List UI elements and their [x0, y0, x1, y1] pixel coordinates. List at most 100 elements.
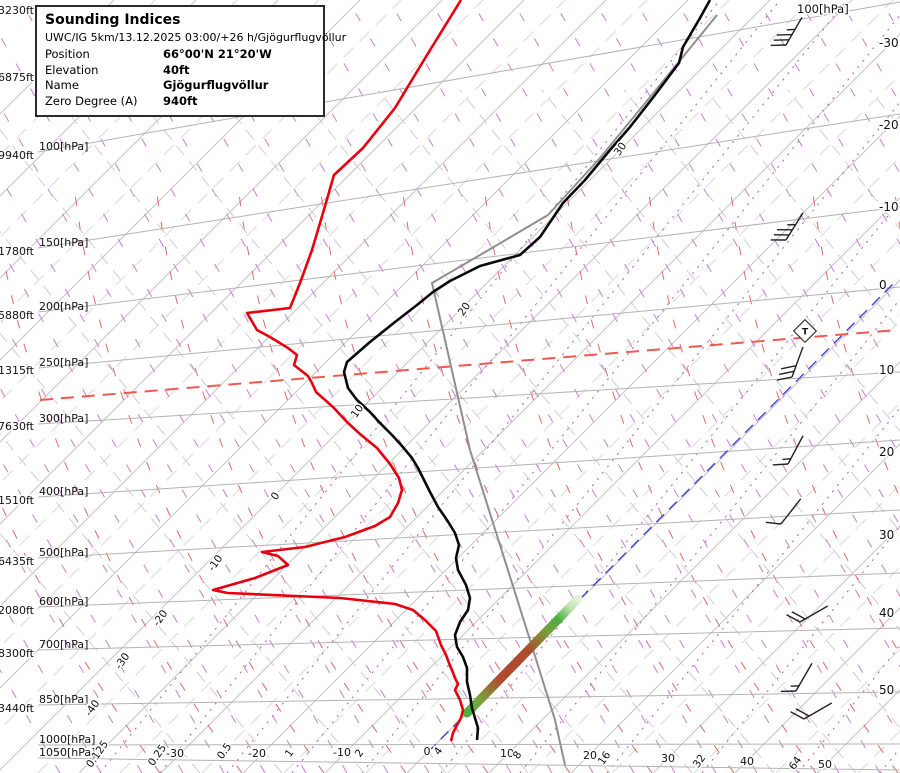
wind-barb-feather [776, 33, 793, 36]
isotherm-line [0, 0, 279, 279]
dry-adiabat-line [237, 184, 489, 773]
mixing-ratio-line [440, 199, 900, 773]
isobar-line [37, 743, 900, 746]
pressure-label: 1000[hPa] [39, 733, 95, 746]
dry-adiabat-line [483, 184, 735, 773]
wind-barb [772, 435, 804, 466]
bottom-temp-label: 50 [818, 758, 832, 771]
isotherm-line [0, 0, 771, 771]
moist-adiabat-line [213, 89, 775, 773]
moist-adiabat-line [541, 89, 900, 533]
mixing-ratio-label: 16 [596, 749, 614, 767]
wind-barb-half-feather [790, 685, 800, 687]
wind-barb [770, 212, 804, 241]
altitude-ft-label: 31315ft [0, 364, 35, 377]
isobar-line [37, 1, 900, 153]
right-temp-label: 50 [879, 683, 894, 697]
moist-adiabat-line [869, 89, 900, 129]
bottom-temp-label: 30 [661, 752, 675, 765]
magenta-adiabat-line [142, 0, 594, 773]
moist-adiabat-line [49, 89, 611, 773]
isotherm-line [0, 0, 607, 607]
adiabat-temp-label: -20 [151, 608, 171, 629]
dry-adiabat-line [0, 236, 243, 773]
magenta-adiabat-line [0, 528, 143, 773]
wind-barb-feather [790, 711, 805, 720]
half-isotherm-line [119, 0, 894, 773]
magenta-adiabat-line [265, 0, 717, 773]
pressure-label: 200[hPa] [39, 300, 88, 313]
wind-barb-feather [772, 463, 789, 466]
half-isotherm-line [0, 0, 566, 566]
bottom-temp-label: 20 [583, 749, 597, 762]
info-panel-title: Sounding Indices [45, 12, 181, 28]
altitude-ft-label: 3440ft [0, 702, 35, 715]
magenta-adiabat-line [0, 35, 430, 773]
right-temp-label: -20 [879, 118, 899, 132]
magenta-adiabat-line [470, 0, 900, 738]
moist-adiabat-line [0, 433, 283, 773]
half-isotherm-line [775, 648, 900, 773]
pressure-label: 500[hPa] [39, 546, 88, 559]
half-isotherm-line [857, 730, 900, 773]
magenta-adiabat-line [634, 0, 900, 457]
right-temp-label: -30 [879, 36, 899, 50]
info-row-elevation: Elevation 40ft [45, 63, 315, 79]
altitude-ft-label: 27630ft [0, 420, 35, 433]
bottom-temp-label: -10 [333, 746, 351, 759]
wind-barb-feather [765, 521, 782, 525]
half-isotherm-line [0, 0, 156, 156]
wind-barb-feather [778, 370, 795, 376]
wind-barb [765, 498, 802, 525]
mixing-ratio-label: 1 [283, 747, 297, 759]
cape-energy-segment [462, 594, 583, 718]
magenta-adiabat-line [388, 0, 840, 773]
half-isotherm-line [283, 156, 900, 773]
isotherm-line [242, 115, 900, 773]
right-temp-label: -10 [879, 200, 899, 214]
wind-barb-feather [786, 614, 801, 623]
magenta-adiabat-line [347, 0, 799, 773]
magenta-adiabat-line [0, 598, 102, 773]
magenta-adiabat-line [306, 0, 758, 773]
wind-barb-feather [780, 690, 797, 693]
isobar-line [37, 113, 900, 249]
mixing-ratio-label: 4 [432, 745, 446, 758]
pressure-label: 100[hPa] [39, 140, 88, 153]
dry-adiabat-line [893, 184, 900, 231]
pressure-label: 1050[hPa] [39, 746, 95, 759]
wind-barb [780, 662, 813, 693]
wind-barb-half-feather [782, 458, 791, 461]
dry-adiabat-line [73, 184, 325, 773]
magenta-adiabat-line [183, 0, 635, 773]
pressure-label: 250[hPa] [39, 356, 88, 369]
mixing-ratio-line [519, 298, 900, 773]
bottom-temp-label: 0 [424, 745, 431, 758]
right-temp-label: 20 [879, 445, 894, 459]
adiabat-temp-label: 0 [269, 490, 283, 502]
dry-adiabat-line [0, 501, 161, 773]
info-value: 40ft [163, 62, 190, 77]
isobar-line [37, 286, 900, 369]
wind-barb-staff [787, 435, 804, 465]
wind-barb-feather [777, 229, 793, 231]
half-isotherm-line [693, 566, 900, 773]
dewpoint-curve [211, 0, 465, 742]
right-temp-label: 30 [879, 528, 894, 542]
mixing-ratio-label: 0.5 [215, 741, 234, 762]
wind-barb-staff [795, 662, 813, 692]
isotherm-line [0, 0, 361, 361]
magenta-adiabat-line [60, 0, 512, 773]
sounding-info-panel: Sounding Indices UWC/IG 5km/13.12.2025 0… [35, 5, 346, 117]
standard-atmosphere-line [430, 14, 718, 766]
isobar-line [37, 371, 900, 425]
altitude-ft-label: 16435ft [0, 555, 35, 568]
pressure-label: 300[hPa] [39, 412, 88, 425]
altitude-ft-label: 35880ft [0, 309, 35, 322]
magenta-adiabat-line [101, 0, 553, 773]
right-temp-label: 10 [879, 363, 894, 377]
altitude-ft-label: 21510ft [0, 494, 35, 507]
half-isotherm-line [0, 0, 730, 730]
